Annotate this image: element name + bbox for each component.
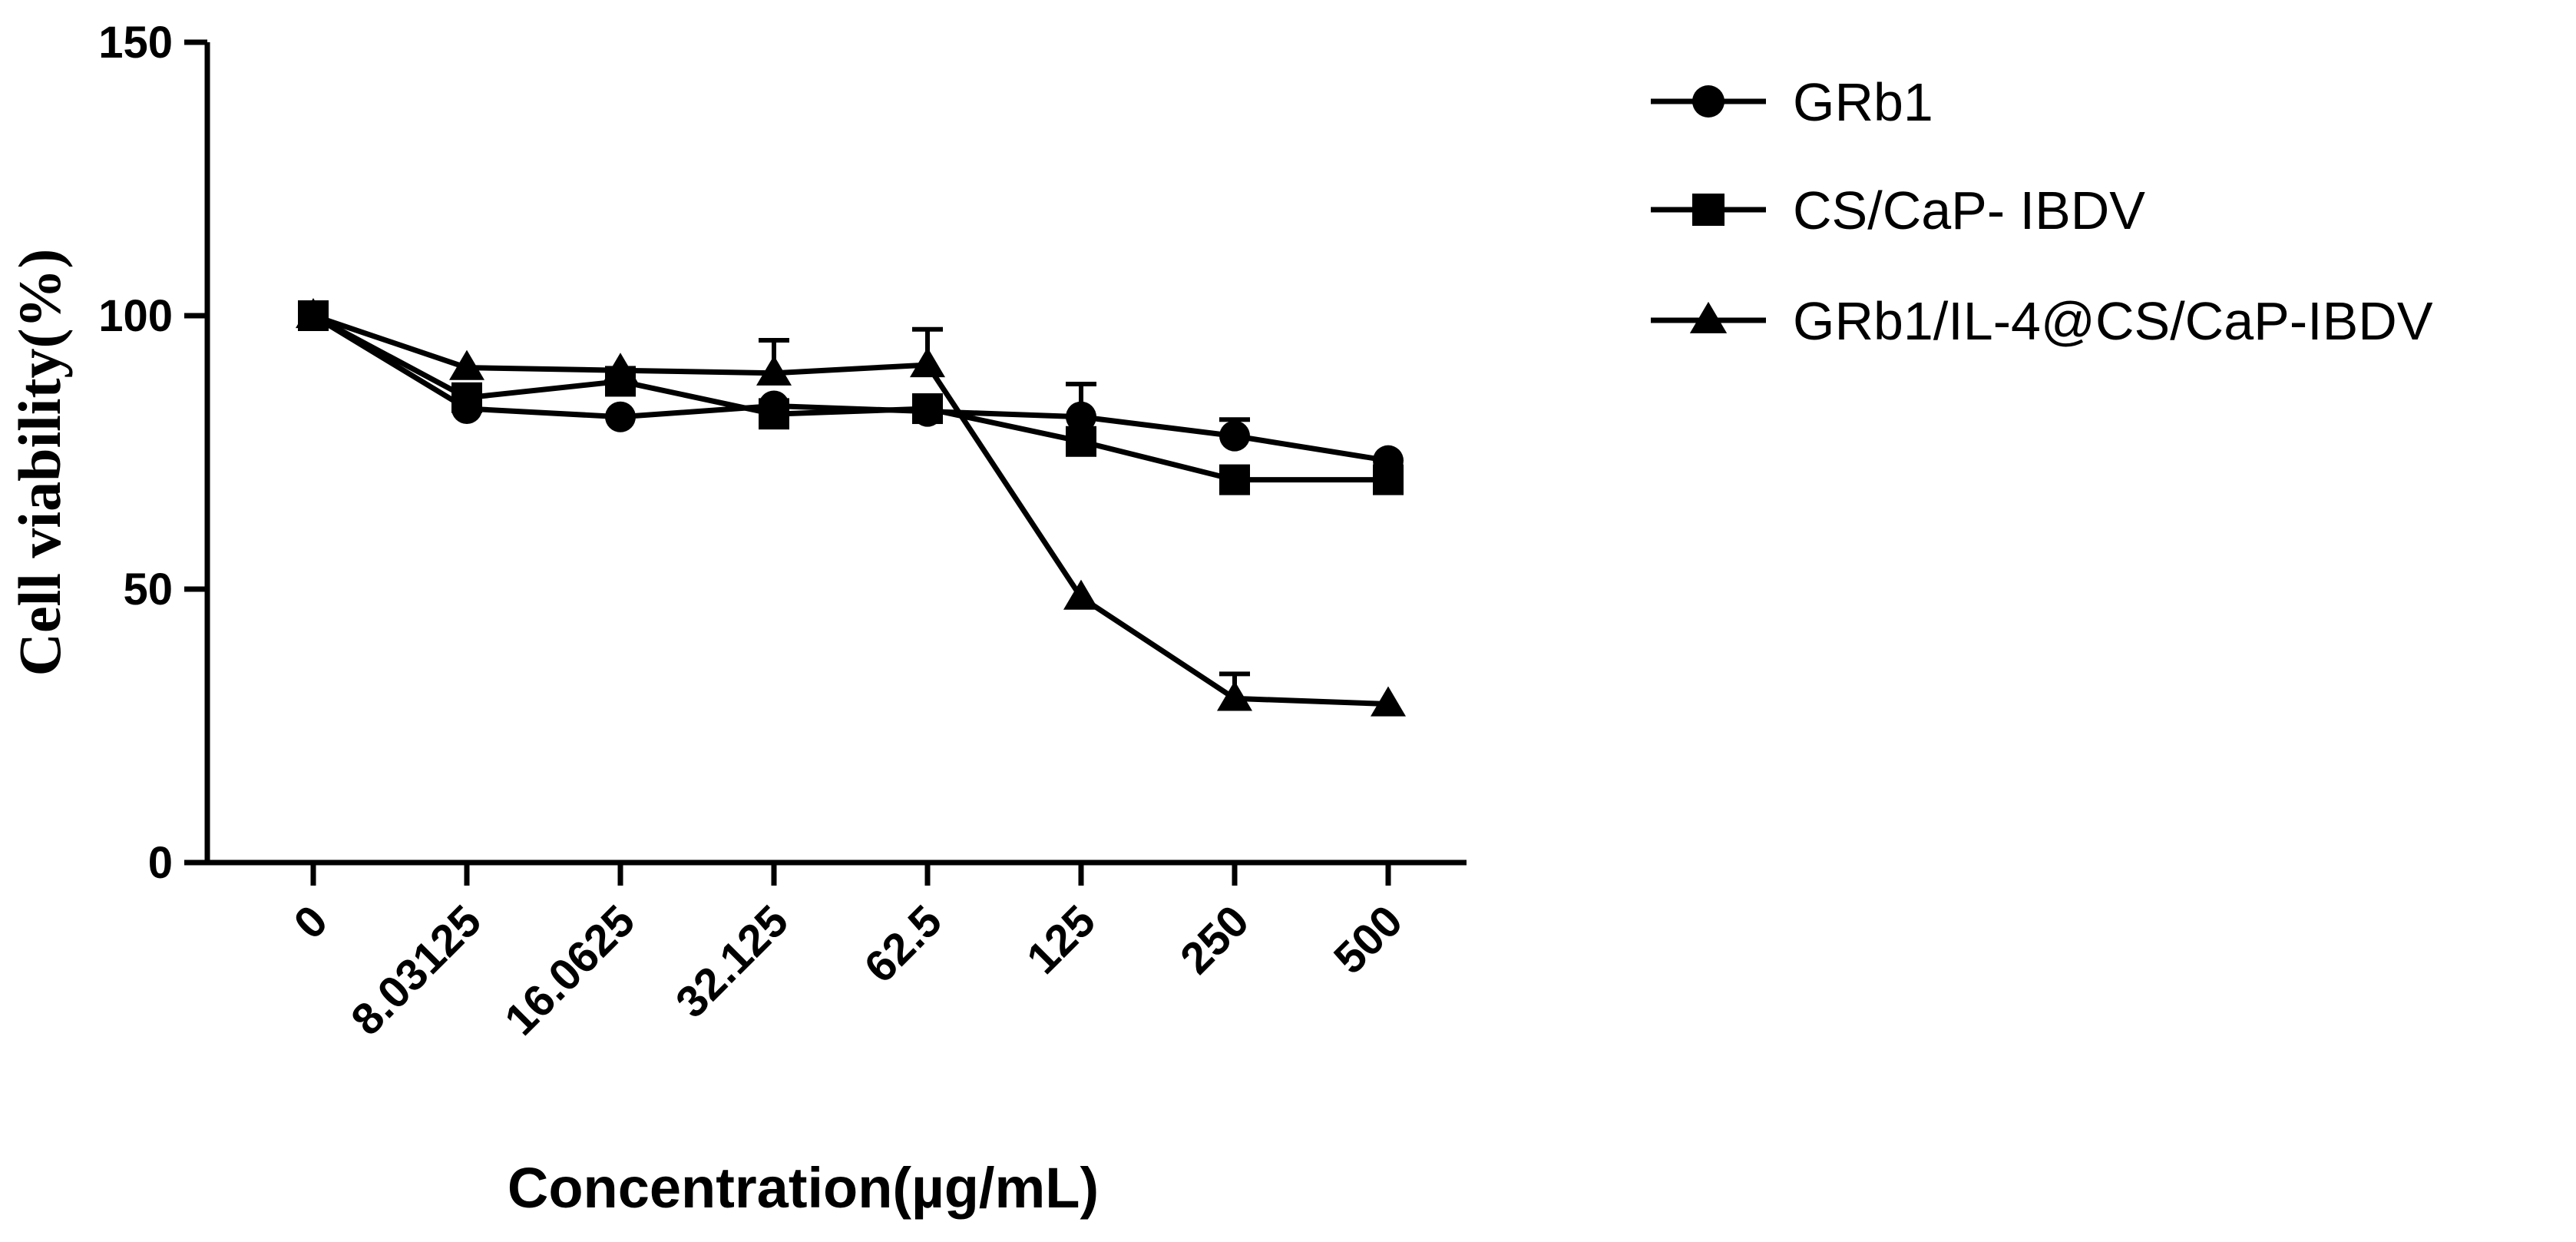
data-point (1066, 401, 1096, 432)
data-point (296, 298, 331, 329)
series-2 (298, 300, 1404, 495)
data-point (756, 355, 792, 386)
data-point (1219, 420, 1250, 452)
legend-item-3: GRb1/IL-4@CS/CaP-IBDV (1651, 291, 2433, 351)
data-point (603, 353, 638, 383)
data-point (1217, 681, 1252, 711)
legend-marker (1689, 301, 1728, 333)
x-tick-label: 0 (284, 896, 337, 949)
series-line (312, 313, 1389, 464)
legend-label: GRb1 (1793, 72, 1933, 132)
y-tick-label: 0 (148, 838, 173, 888)
legend-marker (1692, 85, 1724, 118)
data-point (1063, 579, 1099, 610)
series-line (312, 313, 1389, 707)
data-point (912, 393, 943, 425)
y-tick-label: 50 (123, 565, 173, 614)
data-point (910, 347, 945, 378)
x-tick-label: 16.0625 (495, 896, 644, 1045)
legend-label: CS/CaP- IBDV (1793, 181, 2145, 240)
data-point (1371, 686, 1406, 717)
x-tick-label: 8.03125 (342, 896, 491, 1045)
data-point (449, 349, 484, 380)
data-point (451, 382, 482, 413)
series-line (312, 313, 1388, 483)
legend-marker (1692, 194, 1724, 226)
data-point (1373, 464, 1404, 495)
data-point (1066, 426, 1096, 457)
series-3 (296, 298, 1406, 717)
x-tick-label: 32.125 (666, 896, 798, 1027)
legend-label: GRb1/IL-4@CS/CaP-IBDV (1793, 291, 2433, 351)
x-tick-label: 125 (1017, 896, 1105, 983)
data-point (759, 399, 789, 430)
legend-item-2: CS/CaP- IBDV (1651, 181, 2145, 240)
x-axis-label: Concentration(µg/mL) (508, 1156, 1099, 1220)
data-point (1219, 464, 1250, 495)
axis-labels: Cell viability(%) Concentration(µg/mL) (6, 249, 1099, 1220)
series-layer (296, 298, 1406, 717)
x-tick-label: 250 (1171, 896, 1258, 983)
legend: GRb1 CS/CaP- IBDV GRb1/IL-4@CS/CaP-IBDV (1651, 72, 2433, 351)
y-tick-label: 150 (98, 18, 173, 68)
x-tick-label: 500 (1324, 896, 1412, 983)
y-tick-label: 100 (98, 291, 173, 341)
data-point (605, 401, 636, 432)
legend-item-1: GRb1 (1651, 72, 1933, 132)
y-axis-label: Cell viability(%) (6, 249, 73, 677)
x-tick-label: 62.5 (855, 896, 951, 992)
